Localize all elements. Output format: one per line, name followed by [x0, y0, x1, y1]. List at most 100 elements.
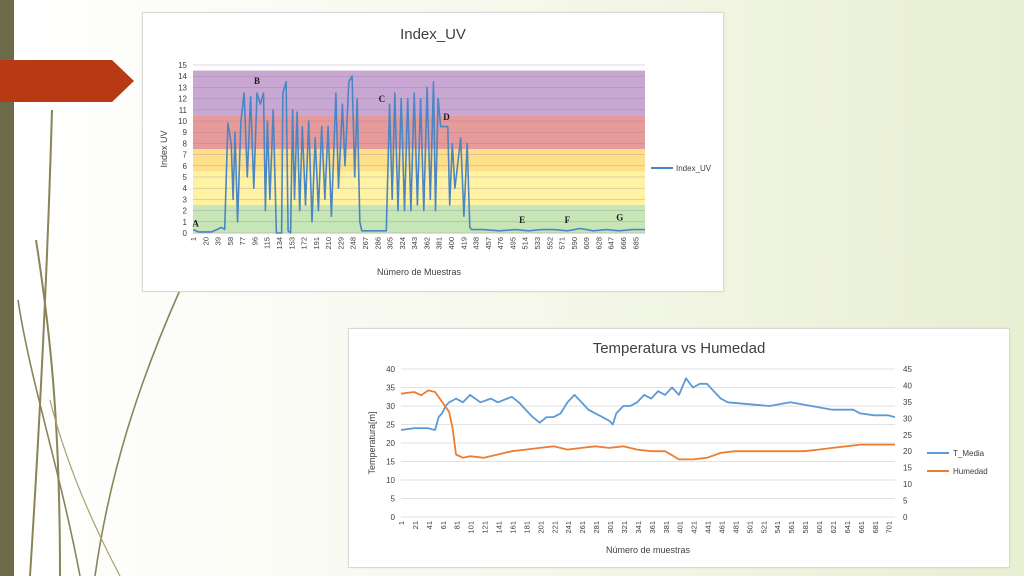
uv-index-chart: Index_UV 0 1 2 3 4 5 6 7 8 9 10 11 12 13 14 15 1 20 39 58 77 9…	[142, 12, 724, 292]
uv-ytick-label: 13	[178, 83, 187, 92]
th-x-axis-label: Número de muestras	[606, 545, 691, 555]
th-ytick-label: 35	[386, 384, 395, 393]
th-xtick-label: 481	[731, 521, 740, 534]
th-xtick-label: 441	[704, 521, 713, 534]
uv-ytick-label: 0	[183, 229, 188, 238]
th-xtick-label: 661	[857, 521, 866, 534]
uv-xtick-label: 400	[447, 237, 456, 250]
uv-xtick-label: 647	[607, 237, 616, 250]
uv-xtick-label: 191	[312, 237, 321, 250]
th-xtick-label: 21	[411, 521, 420, 529]
th-xtick-label: 421	[690, 521, 699, 534]
uv-band-0	[193, 205, 645, 233]
decorative-curves	[17, 109, 181, 576]
uv-ytick-label: 6	[183, 162, 188, 171]
uv-point-label: G	[616, 213, 623, 223]
th-xtick-label: 501	[745, 521, 754, 534]
th-ytick-label: 30	[386, 402, 395, 411]
th-xtick-label: 401	[676, 521, 685, 534]
uv-xtick-label: 115	[263, 237, 272, 249]
th-xtick-label: 61	[439, 521, 448, 529]
uv-xtick-label: 58	[226, 237, 235, 245]
uv-ytick-label: 11	[179, 106, 188, 115]
th-xtick-label: 521	[759, 521, 768, 534]
th-chart-title: Temperatura vs Humedad	[593, 340, 766, 357]
uv-xtick-label: 1	[189, 237, 198, 241]
uv-ytick-label: 1	[183, 218, 188, 227]
th-ytick-label: 10	[386, 476, 395, 485]
th-y2tick-label: 5	[903, 497, 908, 506]
uv-xtick-label: 343	[410, 237, 419, 250]
uv-ytick-label: 15	[178, 61, 187, 70]
uv-xtick-label: 609	[582, 237, 591, 250]
th-xtick-label: 541	[773, 521, 782, 534]
uv-ytick-label: 8	[183, 139, 188, 148]
th-y2tick-label: 30	[903, 414, 912, 423]
uv-xtick-label: 628	[594, 237, 603, 250]
uv-xtick-label: 533	[533, 237, 542, 250]
uv-xtick-label: 286	[373, 237, 382, 250]
th-xtick-label: 201	[536, 521, 545, 534]
th-xtick-label: 41	[425, 521, 434, 529]
th-xtick-label: 381	[662, 521, 671, 534]
accent-arrow-shape	[0, 60, 134, 102]
th-y2tick-label: 20	[903, 447, 912, 456]
th-series-line-humidity	[400, 389, 895, 461]
uv-xtick-label: 134	[275, 237, 284, 250]
th-y-axis-label: Temperatura[m]	[367, 411, 377, 474]
th-xtick-label: 241	[564, 521, 573, 534]
th-xtick-label: 81	[453, 521, 462, 529]
uv-xtick-label: 514	[521, 237, 530, 250]
th-y2tick-label: 35	[903, 398, 912, 407]
th-xtick-label: 1	[397, 521, 406, 525]
th-y2tick-label: 45	[903, 365, 912, 374]
uv-xtick-label: 476	[496, 237, 505, 250]
th-xtick-label: 461	[718, 521, 727, 534]
th-xtick-label: 361	[648, 521, 657, 534]
uv-xtick-label: 552	[545, 237, 554, 250]
uv-xtick-label: 666	[619, 237, 628, 250]
uv-band-4	[193, 70, 645, 116]
uv-xtick-label: 305	[386, 237, 395, 250]
uv-point-label: B	[254, 76, 260, 86]
th-y2tick-label: 25	[903, 431, 912, 440]
th-xtick-label: 261	[578, 521, 587, 534]
th-xtick-label: 141	[495, 521, 504, 534]
uv-xtick-label: 153	[287, 237, 296, 250]
temperature-humidity-chart: Temperatura vs Humedad 0 5 10 15 20 25 30 35 40 0 5…	[348, 328, 1010, 568]
uv-xtick-label: 229	[336, 237, 345, 250]
th-y2tick-label: 0	[903, 513, 908, 522]
uv-xtick-label: 419	[459, 237, 468, 250]
uv-legend-label: Index_UV	[676, 164, 712, 173]
uv-ytick-label: 3	[183, 195, 188, 204]
th-legend-label: Humedad	[953, 467, 988, 476]
uv-chart-title: Index_UV	[400, 26, 466, 43]
uv-xtick-label: 438	[472, 237, 481, 250]
slide-left-bar	[0, 0, 14, 576]
th-legend-label: T_Media	[953, 449, 985, 458]
temperature-humidity-chart-svg: Temperatura vs Humedad051015202530354005…	[367, 340, 988, 555]
uv-xtick-label: 267	[361, 237, 370, 250]
uv-xtick-label: 210	[324, 237, 333, 250]
uv-ytick-label: 14	[178, 72, 187, 81]
th-ytick-label: 5	[391, 495, 396, 504]
uv-xtick-label: 96	[250, 237, 259, 245]
uv-point-label: C	[379, 94, 386, 104]
uv-ytick-label: 10	[178, 117, 187, 126]
uv-ytick-label: 12	[178, 95, 187, 104]
uv-series-line	[192, 75, 645, 234]
uv-xtick-label: 590	[570, 237, 579, 250]
uv-xtick-label: 248	[349, 237, 358, 250]
th-xtick-label: 281	[592, 521, 601, 534]
uv-xtick-label: 172	[300, 237, 309, 250]
uv-ytick-label: 2	[183, 207, 188, 216]
th-xtick-label: 681	[871, 521, 880, 534]
uv-xtick-label: 20	[201, 237, 210, 245]
uv-ytick-label: 7	[183, 151, 188, 160]
uv-point-label: D	[443, 112, 450, 122]
th-xtick-label: 621	[829, 521, 838, 534]
th-xtick-label: 561	[787, 521, 796, 534]
th-xtick-label: 641	[843, 521, 852, 534]
